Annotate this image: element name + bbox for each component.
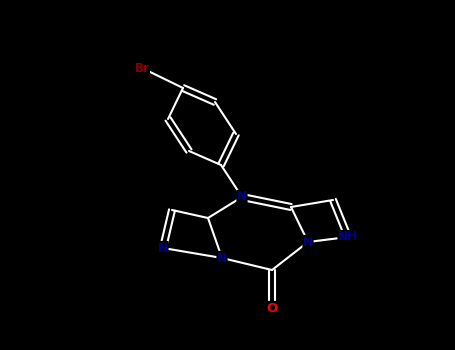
Text: O: O (266, 301, 278, 315)
Text: N: N (237, 190, 247, 203)
Text: N: N (303, 236, 313, 248)
Text: N: N (217, 252, 227, 265)
Text: Br: Br (135, 62, 149, 75)
Text: N: N (158, 241, 168, 254)
Text: NH: NH (338, 231, 358, 244)
